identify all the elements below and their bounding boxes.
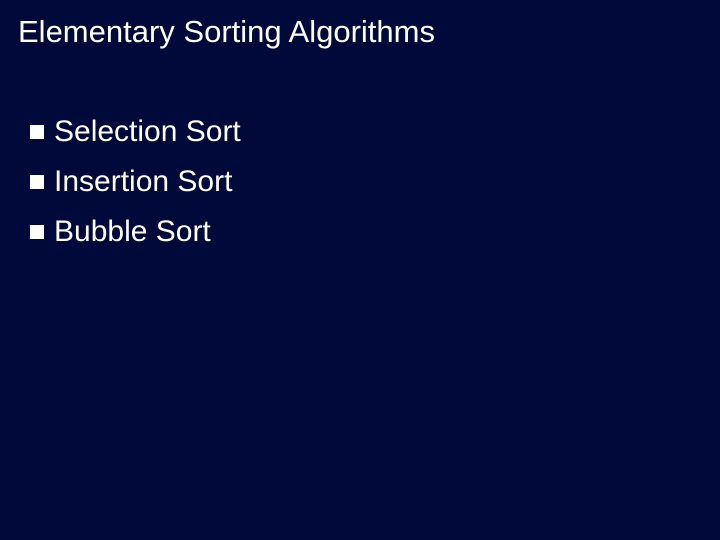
list-item: Selection Sort	[30, 110, 241, 154]
slide: Elementary Sorting Algorithms Selection …	[0, 0, 720, 540]
square-bullet-icon	[30, 175, 44, 189]
slide-title: Elementary Sorting Algorithms	[18, 14, 435, 50]
list-item-label: Insertion Sort	[54, 165, 232, 199]
list-item: Bubble Sort	[30, 210, 241, 254]
square-bullet-icon	[30, 225, 44, 239]
list-item: Insertion Sort	[30, 160, 241, 204]
bullet-list: Selection Sort Insertion Sort Bubble Sor…	[30, 110, 241, 260]
list-item-label: Selection Sort	[54, 115, 241, 149]
square-bullet-icon	[30, 125, 44, 139]
list-item-label: Bubble Sort	[54, 215, 211, 249]
